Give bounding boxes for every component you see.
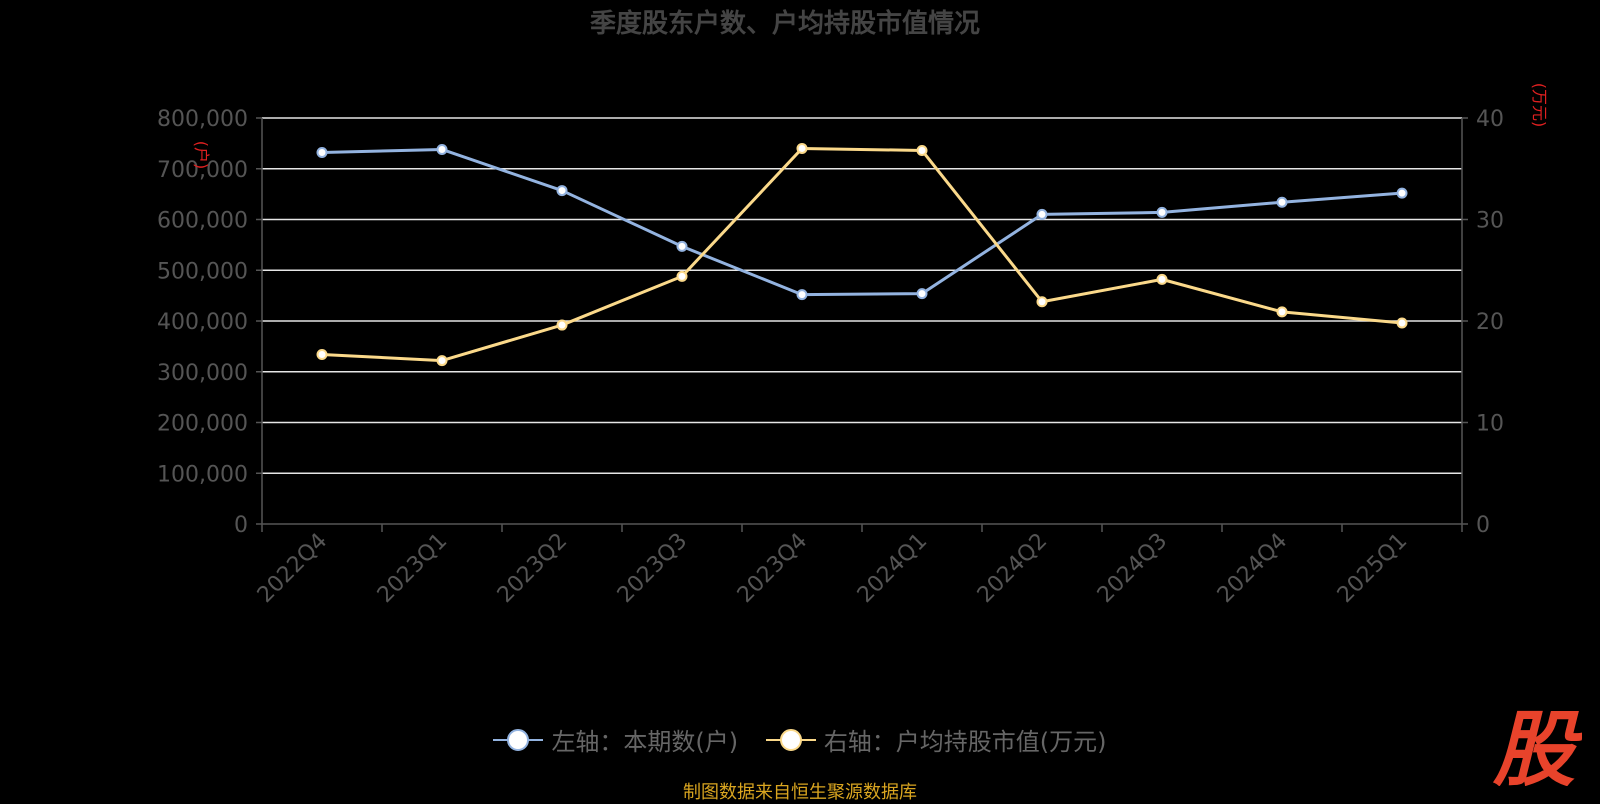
- left-axis-tick-label: 800,000: [157, 107, 248, 132]
- series-point-left: [1156, 206, 1168, 218]
- left-y-axis: 0 100,000 200,000 300,000 400,000 500,000 600,…: [157, 107, 263, 538]
- x-axis-tick-label: 2024Q4: [1213, 529, 1292, 608]
- series-point-right: [1396, 317, 1408, 329]
- series-point-right: [436, 355, 448, 367]
- x-axis-tick-label: 2022Q4: [253, 529, 332, 608]
- chart-title: 季度股东户数、户均持股市值情况: [590, 8, 980, 39]
- x-axis-tick-label: 2024Q2: [973, 529, 1052, 608]
- series-point-right: [796, 142, 808, 154]
- series-point-right: [1036, 296, 1048, 308]
- right-axis-tick-label: 0: [1476, 513, 1490, 538]
- left-axis-tick-label: 200,000: [157, 412, 248, 437]
- left-axis-tick-label: 0: [234, 513, 248, 538]
- series-point-left: [1276, 196, 1288, 208]
- chart-canvas: 季度股东户数、户均持股市值情况 0 100,000 200,000 300,000 40…: [157, 8, 1549, 608]
- series-point-left: [556, 185, 568, 197]
- legend-item-left-series[interactable]: 左轴：本期数(户): [493, 722, 738, 757]
- legend-marker-blue-icon: [493, 728, 544, 751]
- x-axis-tick-label: 2023Q3: [613, 529, 692, 608]
- right-y-axis: 0 10 20 30 40: [1461, 107, 1504, 538]
- left-axis-tick-label: 300,000: [157, 361, 248, 386]
- series-point-left: [676, 240, 688, 252]
- data-source-note: 制图数据来自恒生聚源数据库: [683, 782, 917, 803]
- x-axis-tick-label: 2024Q1: [853, 529, 932, 608]
- left-axis-tick-label: 400,000: [157, 310, 248, 335]
- series-line-left: [321, 147, 1403, 297]
- series-point-left: [316, 147, 328, 159]
- grid-lines: [262, 117, 1462, 525]
- series-point-right: [916, 144, 928, 156]
- series-line-right: [321, 146, 1403, 363]
- series-point-right: [676, 270, 688, 282]
- left-axis-tick-label: 100,000: [157, 462, 248, 487]
- x-axis-tick-label: 2023Q4: [733, 529, 812, 608]
- right-axis-tick-label: 10: [1476, 412, 1504, 437]
- left-axis-tick-label: 600,000: [157, 209, 248, 234]
- series-point-left: [916, 288, 928, 300]
- x-axis-tick-label: 2023Q2: [493, 529, 572, 608]
- left-axis-label: (户): [192, 141, 211, 170]
- x-axis: 2022Q4 2023Q1 2023Q2 2023Q3 2023Q4 2024Q1 2024…: [253, 524, 1463, 608]
- legend-marker-yellow-icon: [765, 728, 816, 751]
- x-axis-tick-label: 2025Q1: [1333, 529, 1412, 608]
- right-axis-tick-label: 40: [1476, 107, 1504, 132]
- right-axis-tick-label: 30: [1476, 209, 1504, 234]
- legend: 左轴：本期数(户) 右轴：户均持股市值(万元): [0, 722, 1600, 759]
- x-axis-tick-label: 2023Q1: [373, 529, 452, 608]
- x-axis-tick-label: 2024Q3: [1093, 529, 1172, 608]
- series-point-right: [316, 348, 328, 360]
- series-point-left: [1396, 187, 1408, 199]
- legend-item-right-series[interactable]: 右轴：户均持股市值(万元): [765, 722, 1107, 757]
- right-axis-label: (万元): [1530, 83, 1549, 128]
- left-axis-tick-label: 500,000: [157, 259, 248, 284]
- series-point-left: [1036, 208, 1048, 220]
- logo: 股: [1492, 706, 1582, 786]
- left-axis-tick-label: 700,000: [157, 158, 248, 183]
- legend-label-left-series: 左轴：本期数(户): [551, 728, 739, 756]
- series-point-left: [436, 143, 448, 155]
- series-point-right: [556, 319, 568, 331]
- series-point-right: [1156, 273, 1168, 285]
- logo-text: 股: [1492, 706, 1582, 786]
- series-point-left: [796, 289, 808, 301]
- series-lines: [316, 142, 1408, 367]
- legend-label-right-series: 右轴：户均持股市值(万元): [823, 728, 1107, 756]
- series-point-right: [1276, 306, 1288, 318]
- right-axis-tick-label: 20: [1476, 310, 1504, 335]
